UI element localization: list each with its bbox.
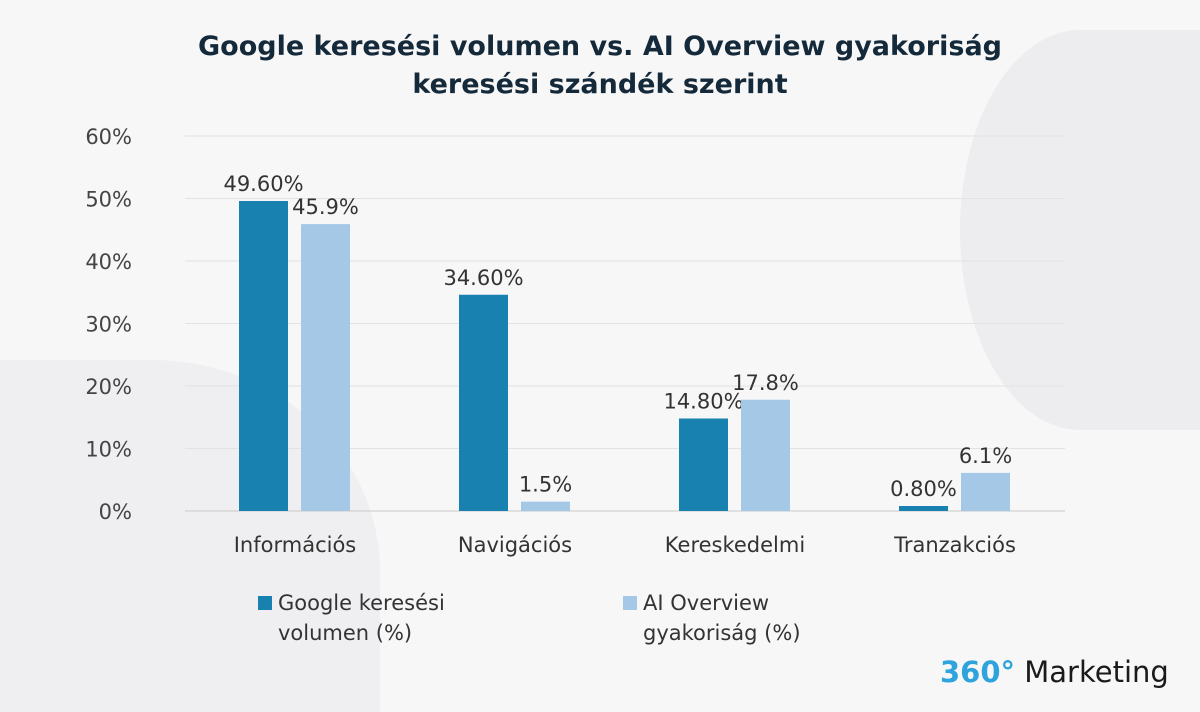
background-shape <box>960 30 1200 430</box>
bar <box>239 201 288 511</box>
y-tick-label: 50% <box>85 188 132 212</box>
legend-label: Google keresési <box>278 591 445 615</box>
legend-label: AI Overview <box>643 591 770 615</box>
legend-label: volumen (%) <box>278 621 413 645</box>
legend-swatch <box>623 596 637 610</box>
y-tick-label: 20% <box>85 375 132 399</box>
logo: 360° Marketing <box>940 655 1169 689</box>
data-label: 0.80% <box>890 477 957 501</box>
y-tick-label: 0% <box>99 500 132 524</box>
data-label: 34.60% <box>443 266 523 290</box>
data-label: 17.8% <box>732 371 799 395</box>
title-line-1: Google keresési volumen vs. AI Overview … <box>197 31 1002 62</box>
bar <box>961 472 1010 511</box>
x-tick-label: Navigációs <box>458 533 572 557</box>
bar <box>301 224 350 511</box>
data-label: 1.5% <box>519 473 572 497</box>
x-tick-label: Kereskedelmi <box>665 533 805 557</box>
bar <box>521 501 570 511</box>
title-line-2: keresési szándék szerint <box>412 69 788 100</box>
legend-item-google: Google keresési volumen (%) <box>258 588 445 648</box>
logo-text: Marketing <box>1015 655 1169 689</box>
x-tick-label: Információs <box>234 533 357 557</box>
bar <box>459 294 508 511</box>
bar <box>741 399 790 511</box>
legend-item-ai-overview: AI Overview gyakoriság (%) <box>623 588 801 648</box>
data-label: 14.80% <box>663 390 743 414</box>
bar <box>679 418 728 511</box>
data-label: 45.9% <box>292 195 359 219</box>
y-tick-label: 40% <box>85 250 132 274</box>
bar <box>899 506 948 511</box>
x-tick-label: Tranzakciós <box>893 533 1016 557</box>
data-label: 49.60% <box>223 172 303 196</box>
logo-accent: 360° <box>940 655 1016 689</box>
legend-label: gyakoriság (%) <box>643 621 801 645</box>
chart-title: Google keresési volumen vs. AI Overview … <box>0 28 1200 104</box>
legend-swatch <box>258 596 272 610</box>
data-label: 6.1% <box>959 444 1012 468</box>
y-tick-label: 10% <box>85 438 132 462</box>
y-tick-label: 30% <box>85 313 132 337</box>
y-tick-label: 60% <box>85 125 132 149</box>
